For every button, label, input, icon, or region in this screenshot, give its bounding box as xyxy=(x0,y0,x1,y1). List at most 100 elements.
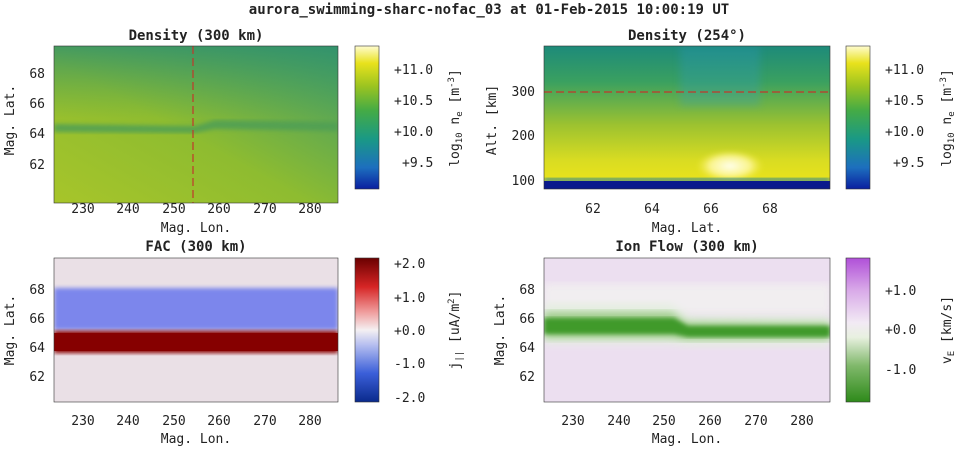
y-tick-label: 62 xyxy=(29,370,45,385)
colorbar-tick-label: +0.0 xyxy=(885,323,916,338)
colorbar: +2.0 +1.0 +0.0 -1.0 -2.0 j|| [uA/m2] xyxy=(354,257,465,406)
x-tick-label: 64 xyxy=(644,202,660,217)
colorbar-tick-label: -1.0 xyxy=(394,357,425,372)
heatmap-fac xyxy=(54,258,338,402)
colorbar-label: log10 ne [m-3] xyxy=(939,69,957,167)
y-tick-label: 64 xyxy=(29,127,45,142)
x-tick-label: 250 xyxy=(652,414,675,429)
fac-band-downward xyxy=(54,288,338,330)
colorbar-label: vE [km/s] xyxy=(940,296,957,364)
x-tick-label: 230 xyxy=(71,414,94,429)
y-tick-label: 62 xyxy=(519,370,535,385)
colorbar-tick-label: +9.5 xyxy=(402,156,433,171)
colorbar-label: log10 ne [m-3] xyxy=(447,69,465,167)
colorbar-tick-label: +1.0 xyxy=(394,291,425,306)
colorbar-tick-label: +10.0 xyxy=(394,125,433,140)
colorbar-tick-label: +10.5 xyxy=(885,94,924,109)
x-tick-label: 240 xyxy=(607,414,630,429)
colorbar-tick-label: -2.0 xyxy=(394,391,425,406)
x-tick-label: 68 xyxy=(762,202,778,217)
panel-fac-300km: FAC (300 km) 62 64 66 68 230 240 250 260… xyxy=(3,239,465,447)
colorbar-tick-label: +10.0 xyxy=(885,125,924,140)
colorbar-gradient xyxy=(845,45,871,190)
plot-frame xyxy=(543,257,831,403)
plot-frame xyxy=(543,45,831,190)
y-tick-label: 66 xyxy=(29,312,45,327)
x-tick-label: 270 xyxy=(744,414,767,429)
colorbar-tick-label: +10.5 xyxy=(394,94,433,109)
y-axis-label: Mag. Lat. xyxy=(493,295,508,365)
colorbar-tick-label: +1.0 xyxy=(885,284,916,299)
y-tick-label: 300 xyxy=(512,85,535,100)
x-ticks: 62 64 66 68 xyxy=(585,202,778,217)
y-axis-label: Mag. Lat. xyxy=(3,295,18,365)
x-tick-label: 260 xyxy=(207,202,230,217)
y-tick-label: 68 xyxy=(29,67,45,82)
y-ticks: 62 64 66 68 xyxy=(29,67,45,173)
panel-title: Density (254°) xyxy=(628,28,746,44)
y-tick-label: 100 xyxy=(512,174,535,189)
colorbar-gradient xyxy=(845,257,871,403)
panel-title: Density (300 km) xyxy=(129,28,264,44)
colorbar-tick-label: +11.0 xyxy=(394,63,433,78)
y-tick-label: 64 xyxy=(519,341,535,356)
y-tick-label: 66 xyxy=(29,97,45,112)
colorbar-gradient xyxy=(354,257,380,403)
x-ticks: 230 240 250 260 270 280 xyxy=(71,414,321,429)
x-tick-label: 260 xyxy=(698,414,721,429)
x-tick-label: 240 xyxy=(116,414,139,429)
x-axis-label: Mag. Lon. xyxy=(161,432,231,447)
x-tick-label: 270 xyxy=(253,202,276,217)
x-tick-label: 260 xyxy=(207,414,230,429)
colorbar-gradient xyxy=(354,45,380,190)
heatmap-density-altitude xyxy=(544,46,830,189)
y-tick-label: 68 xyxy=(519,283,535,298)
colorbar-tick-label: +2.0 xyxy=(394,257,425,272)
x-tick-label: 240 xyxy=(116,202,139,217)
y-tick-label: 200 xyxy=(512,129,535,144)
panel-density-300km: Density (300 km) 230 240 250 260 270 280… xyxy=(3,28,465,236)
y-ticks: 62 64 66 68 xyxy=(29,283,45,385)
x-ticks: 230 240 250 260 270 280 xyxy=(71,202,321,217)
x-tick-label: 230 xyxy=(561,414,584,429)
y-tick-label: 64 xyxy=(29,341,45,356)
y-ticks: 100 200 300 xyxy=(512,85,535,189)
colorbar: +1.0 +0.0 -1.0 vE [km/s] xyxy=(845,257,957,403)
x-tick-label: 280 xyxy=(790,414,813,429)
x-ticks: 230 240 250 260 270 280 xyxy=(561,414,813,429)
figure-title: aurora_swimming-sharc-nofac_03 at 01-Feb… xyxy=(249,2,729,18)
panel-title: Ion Flow (300 km) xyxy=(615,239,758,255)
colorbar-tick-label: +0.0 xyxy=(394,324,425,339)
y-axis-label: Mag. Lat. xyxy=(3,85,18,155)
y-tick-label: 68 xyxy=(29,283,45,298)
y-tick-label: 66 xyxy=(519,312,535,327)
x-tick-label: 250 xyxy=(162,414,185,429)
x-axis-label: Mag. Lon. xyxy=(652,432,722,447)
x-tick-label: 230 xyxy=(71,202,94,217)
x-tick-label: 280 xyxy=(298,414,321,429)
plot-frame xyxy=(53,257,339,403)
colorbar-tick-label: +9.5 xyxy=(893,156,924,171)
panel-ion-flow-300km: Ion Flow (300 km) 62 64 66 68 230 240 25… xyxy=(493,239,957,447)
y-ticks: 62 64 66 68 xyxy=(519,283,535,385)
colorbar-label: j|| [uA/m2] xyxy=(447,291,465,370)
heatmap-density-300km xyxy=(54,46,338,203)
plot-frame xyxy=(53,45,339,204)
x-axis-label: Mag. Lat. xyxy=(652,221,722,236)
colorbar: +11.0 +10.5 +10.0 +9.5 log10 ne [m-3] xyxy=(845,45,957,190)
y-axis-label: Alt. [km] xyxy=(485,85,500,155)
heatmap-ion-flow xyxy=(544,258,830,402)
colorbar-tick-label: -1.0 xyxy=(885,363,916,378)
panel-title: FAC (300 km) xyxy=(145,239,246,255)
x-tick-label: 270 xyxy=(253,414,276,429)
colorbar-tick-label: +11.0 xyxy=(885,63,924,78)
fac-band-upward-core xyxy=(54,333,338,351)
panel-density-254deg: Density (254°) 62 64 66 68 100 200 300 M… xyxy=(485,28,957,236)
x-tick-label: 250 xyxy=(162,202,185,217)
x-tick-label: 66 xyxy=(703,202,719,217)
colorbar: +11.0 +10.5 +10.0 +9.5 log10 ne [m-3] xyxy=(354,45,465,190)
y-tick-label: 62 xyxy=(29,158,45,173)
x-axis-label: Mag. Lon. xyxy=(161,221,231,236)
x-tick-label: 280 xyxy=(298,202,321,217)
